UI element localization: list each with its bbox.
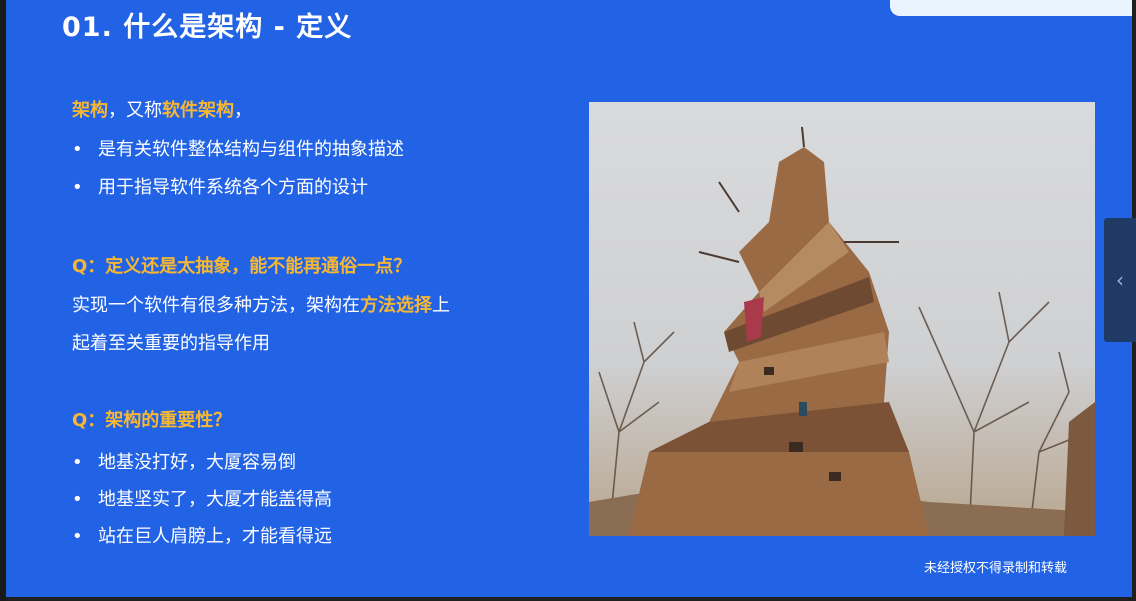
intro-line: 架构，又称软件架构， <box>72 96 252 122</box>
bullet-text: 是有关软件整体结构与组件的抽象描述 <box>98 139 404 160</box>
answer-text: 上 <box>432 295 450 316</box>
q2-bullet-3: • 站在巨人肩膀上，才能看得远 <box>72 522 332 548</box>
q2-bullet-2: • 地基坚实了，大厦才能盖得高 <box>72 485 332 511</box>
side-panel-toggle[interactable]: ‹ <box>1104 218 1136 342</box>
bullet-text: 站在巨人肩膀上，才能看得远 <box>98 526 332 547</box>
bullet-dot-icon: • <box>72 139 83 160</box>
answer-text: 实现一个软件有很多种方法，架构在 <box>72 295 360 316</box>
bullet-dot-icon: • <box>72 526 83 547</box>
copyright-notice: 未经授权不得录制和转载 <box>924 561 1068 576</box>
term-software-architecture: 软件架构 <box>162 100 234 121</box>
presentation-slide: 01. 什么是架构 - 定义 架构，又称软件架构， • 是有关软件整体结构与组件的… <box>6 0 1132 597</box>
top-overlay-card <box>890 0 1132 16</box>
bullet-text: 用于指导软件系统各个方面的设计 <box>98 177 368 198</box>
bullet-dot-icon: • <box>72 177 83 198</box>
answer-1-line-2: 起着至关重要的指导作用 <box>72 333 270 354</box>
term-architecture: 架构 <box>72 100 108 121</box>
highlight-method-choice: 方法选择 <box>360 295 432 316</box>
slide-title: 01. 什么是架构 - 定义 <box>62 12 353 43</box>
window-edge <box>0 0 6 601</box>
answer-1-line-1: 实现一个软件有很多种方法，架构在方法选择上 <box>72 291 450 317</box>
bullet-text: 地基没打好，大厦容易倒 <box>98 452 296 473</box>
q2-bullet-1: • 地基没打好，大厦容易倒 <box>72 448 296 474</box>
bullet-dot-icon: • <box>72 489 83 510</box>
intro-end: ， <box>234 100 252 121</box>
makeshift-tower-photo <box>589 102 1095 536</box>
tower-illustration <box>589 126 1095 536</box>
chevron-left-icon: ‹ <box>1116 268 1124 292</box>
question-1: Q：定义还是太抽象，能不能再通俗一点？ <box>72 256 412 277</box>
bullet-dot-icon: • <box>72 452 83 473</box>
intro-sep: ，又称 <box>108 100 162 121</box>
intro-bullet-1: • 是有关软件整体结构与组件的抽象描述 <box>72 135 404 161</box>
intro-bullet-2: • 用于指导软件系统各个方面的设计 <box>72 173 368 199</box>
question-2: Q：架构的重要性？ <box>72 410 232 431</box>
bullet-text: 地基坚实了，大厦才能盖得高 <box>98 489 332 510</box>
